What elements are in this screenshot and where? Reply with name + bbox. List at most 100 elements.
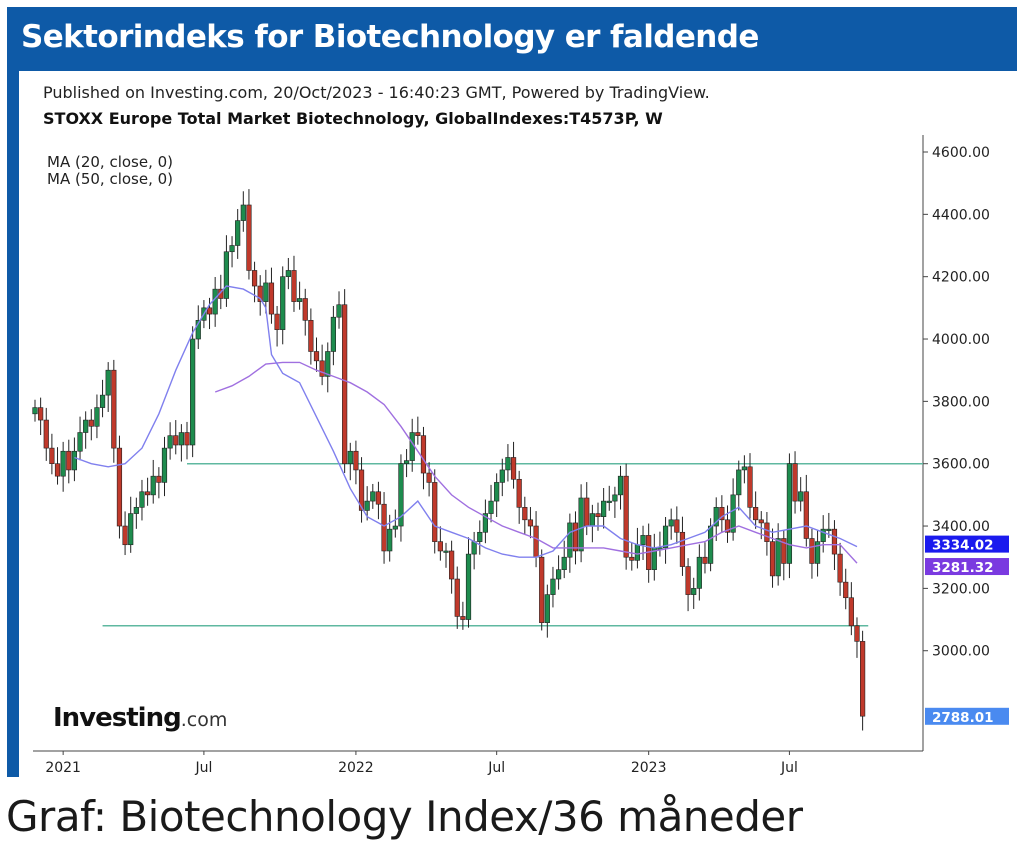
- candle-up: [561, 556, 567, 570]
- x-tick-label: Jul: [194, 760, 212, 776]
- candle-down: [88, 419, 94, 427]
- candle-up: [741, 466, 747, 471]
- candle-down: [54, 463, 61, 477]
- candle-down: [43, 419, 49, 449]
- candle-up: [477, 531, 483, 542]
- candle-down: [353, 450, 359, 471]
- candle-down: [206, 307, 213, 315]
- candle-up: [736, 469, 742, 496]
- candle-up: [297, 298, 303, 302]
- candle-up: [398, 463, 404, 527]
- candle-up: [370, 491, 376, 502]
- candle-down: [319, 360, 325, 377]
- candlestick-chart: 4600.00 4400.00 4200.00 4000.00 3800.00 3600.…: [32, 135, 1009, 776]
- investing-logo: Investing.com: [53, 703, 227, 733]
- ma20-legend: MA (20, close, 0): [47, 153, 174, 171]
- candle-down: [308, 320, 314, 352]
- candle-down: [432, 482, 438, 542]
- candle-up: [612, 494, 618, 502]
- candle-down: [510, 457, 517, 480]
- candle-down: [116, 447, 123, 527]
- candle-down: [111, 369, 117, 449]
- logo-suffix: .com: [180, 709, 228, 731]
- candle-up: [589, 513, 595, 527]
- candle-down: [274, 313, 280, 330]
- value-badge: [925, 707, 1009, 725]
- candle-up: [167, 435, 173, 449]
- candle-down: [803, 491, 809, 539]
- candle-up: [235, 220, 241, 246]
- chart-frame: Sektorindeks for Biotechnology er falden…: [7, 7, 1017, 777]
- candle-down: [66, 450, 72, 471]
- candle-down: [145, 491, 151, 496]
- candle-down: [302, 298, 308, 321]
- candle-down: [584, 497, 590, 527]
- candle-up: [161, 447, 168, 483]
- candle-up: [488, 500, 494, 514]
- candle-down: [629, 556, 635, 561]
- candle-down: [381, 503, 387, 552]
- y-tick-label: 4400.00: [932, 207, 990, 223]
- y-tick-label: 4200.00: [932, 270, 990, 286]
- candle-down: [623, 475, 629, 558]
- candle-down: [257, 285, 263, 302]
- candle-up: [707, 525, 714, 564]
- caption: Graf: Biotechnology Index/36 måneder: [6, 792, 803, 841]
- candle-down: [437, 541, 443, 552]
- candle-up: [178, 432, 184, 446]
- candle-up: [505, 457, 511, 471]
- candle-down: [769, 541, 776, 577]
- candle-up: [606, 500, 612, 503]
- candle-down: [831, 528, 838, 555]
- candle-down: [758, 519, 764, 524]
- candle-down: [539, 556, 545, 623]
- candle-down: [764, 522, 770, 542]
- candle-down: [522, 507, 528, 521]
- candle-down: [122, 525, 128, 546]
- candle-down: [342, 304, 348, 464]
- candle-up: [71, 450, 78, 471]
- candle-up: [330, 316, 336, 352]
- candle-down: [848, 597, 854, 627]
- candle-down: [291, 270, 297, 302]
- candle-down: [674, 519, 680, 533]
- candle-down: [251, 270, 258, 287]
- candle-down: [809, 538, 815, 564]
- candle-up: [223, 251, 230, 299]
- candle-down: [753, 507, 759, 521]
- candle-up: [364, 500, 370, 511]
- candle-down: [420, 435, 427, 474]
- candle-up: [94, 407, 100, 427]
- candle-down: [184, 432, 190, 446]
- candle-up: [212, 288, 218, 315]
- candle-up: [617, 475, 624, 496]
- candle-down: [268, 282, 275, 315]
- value-badge-label: 3281.32: [932, 560, 994, 576]
- x-tick-label: 2021: [45, 760, 81, 776]
- y-tick-label: 3000.00: [932, 644, 990, 660]
- candle-up: [392, 525, 398, 530]
- ma20-line: [74, 285, 858, 558]
- candle-down: [572, 522, 579, 552]
- candle-up: [99, 394, 106, 408]
- candle-up: [280, 276, 286, 330]
- chart-panel: 4600.00 4400.00 4200.00 4000.00 3800.00 3600.…: [19, 71, 1017, 777]
- candle-up: [465, 553, 472, 620]
- ma50-line: [214, 361, 858, 564]
- candle-up: [730, 494, 736, 533]
- candle-up: [190, 338, 196, 446]
- candle-down: [719, 507, 725, 521]
- candle-down: [516, 478, 522, 508]
- candle-up: [494, 482, 500, 502]
- candle-down: [860, 641, 866, 717]
- candle-down: [460, 616, 466, 620]
- candle-up: [133, 507, 139, 514]
- candle-up: [336, 304, 342, 318]
- candle-down: [49, 447, 55, 464]
- candle-up: [544, 594, 550, 623]
- candle-up: [640, 535, 646, 546]
- candle-up: [443, 550, 449, 553]
- candle-up: [403, 460, 410, 465]
- y-tick-label: 3200.00: [932, 581, 990, 597]
- candle-up: [555, 569, 562, 580]
